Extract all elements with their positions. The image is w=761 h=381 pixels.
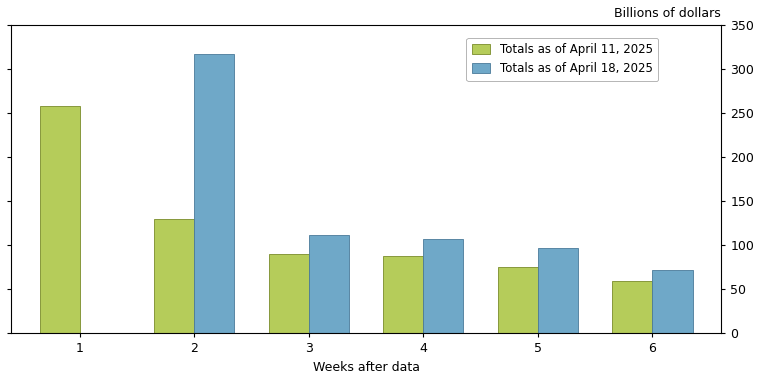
X-axis label: Weeks after data: Weeks after data: [313, 361, 419, 374]
Bar: [384, 256, 423, 333]
Legend: Totals as of April 11, 2025, Totals as of April 18, 2025: Totals as of April 11, 2025, Totals as o…: [466, 38, 658, 81]
Bar: [498, 267, 538, 333]
Bar: [613, 281, 652, 333]
Bar: [423, 239, 463, 333]
Bar: [309, 235, 349, 333]
Bar: [652, 270, 693, 333]
Bar: [269, 254, 309, 333]
Bar: [40, 106, 80, 333]
Bar: [154, 219, 194, 333]
Bar: [194, 54, 234, 333]
Bar: [538, 248, 578, 333]
Text: Billions of dollars: Billions of dollars: [614, 7, 721, 20]
